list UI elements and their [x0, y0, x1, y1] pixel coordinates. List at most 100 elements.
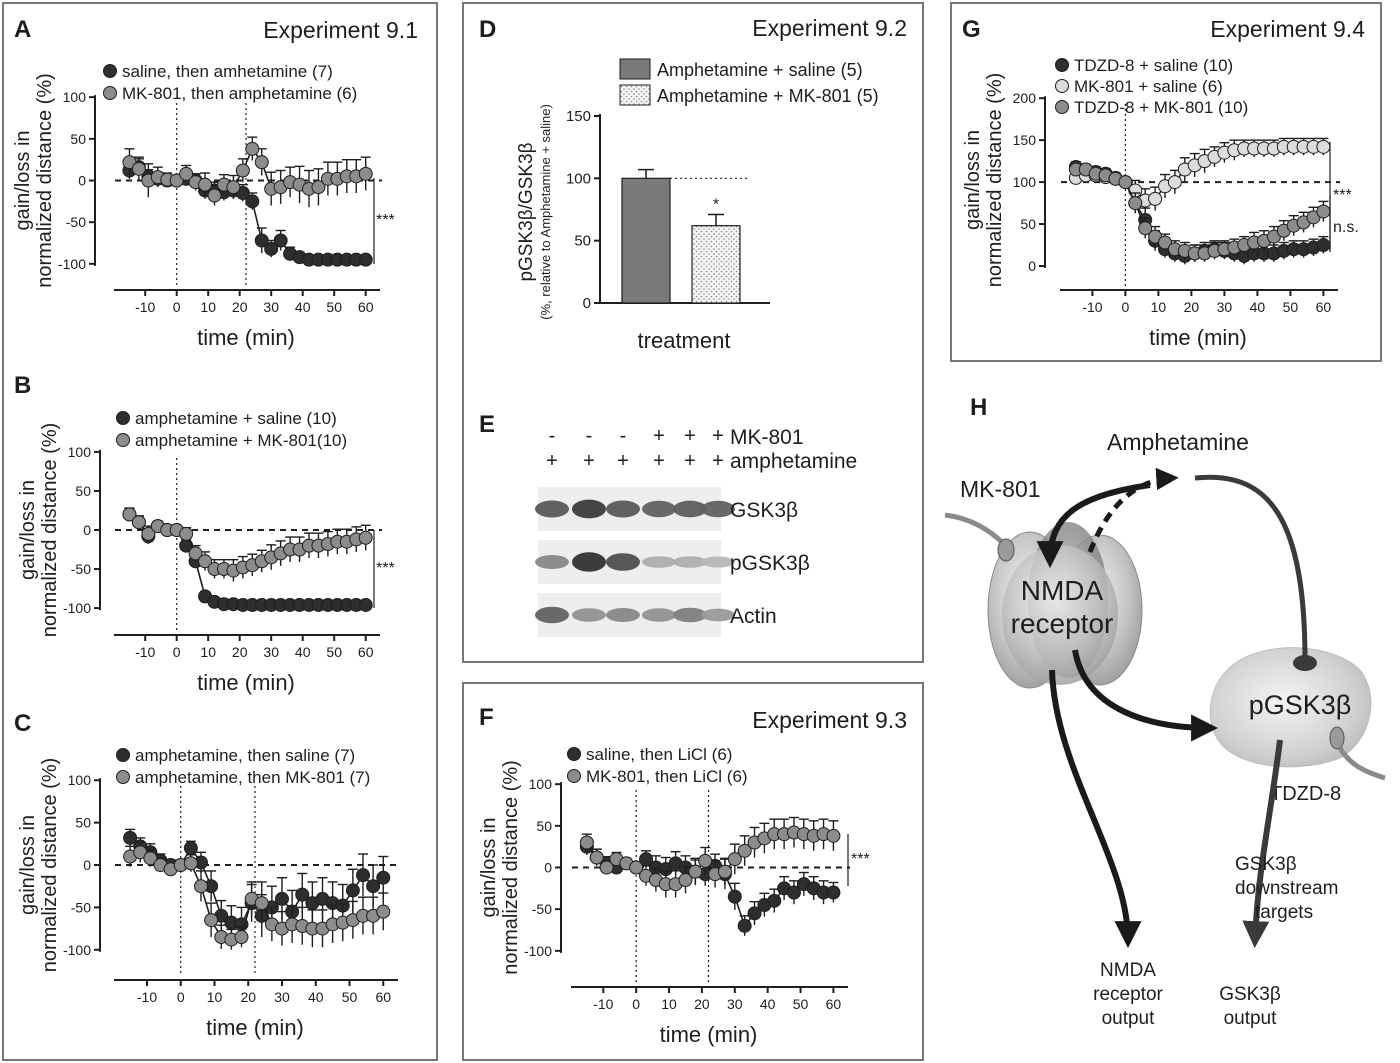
data-point — [235, 163, 250, 178]
data-point — [234, 930, 249, 945]
frame-f — [462, 682, 924, 1061]
data-point — [264, 241, 279, 256]
tdzd8-binding-site — [1329, 726, 1345, 750]
frame-abc — [2, 2, 438, 1061]
y-tick-label: 100 — [68, 772, 92, 788]
y-tick-label: 0 — [78, 173, 86, 189]
chart-title: Experiment 9.1 — [263, 17, 418, 43]
legend-label: amphetamine, then saline (7) — [135, 746, 355, 765]
gsk-downstream-line2: downstream — [1235, 878, 1339, 899]
nmda-label-line1: NMDA — [1021, 575, 1104, 606]
y-tick-label: 0 — [583, 295, 591, 312]
arrow-nmda-to-pgsk3b — [1072, 649, 1219, 742]
x-tick-label: 40 — [295, 644, 311, 660]
y-tick-label: 150 — [1013, 132, 1037, 148]
significance-label-ns: n.s. — [1333, 219, 1359, 236]
nmda-output-line3: output — [1102, 1008, 1156, 1029]
data-point — [143, 851, 158, 866]
blot-sign-mk801: + — [653, 425, 665, 447]
panel-letter-d: D — [479, 16, 496, 43]
x-tick-label: 50 — [326, 299, 342, 315]
x-axis-label: time (min) — [660, 1022, 758, 1047]
legend-marker — [116, 770, 130, 784]
data-point — [599, 860, 614, 875]
amphetamine-label: Amphetamine — [1107, 429, 1249, 455]
data-point — [131, 161, 146, 176]
legend-marker — [567, 747, 581, 761]
y-axis-label-line2: normalized distance (%) — [39, 758, 61, 973]
data-point — [358, 530, 373, 545]
data-point — [207, 188, 222, 203]
y-tick-label: 150 — [566, 108, 591, 125]
data-point — [183, 841, 198, 856]
data-point — [678, 873, 693, 887]
bar — [621, 177, 671, 304]
data-point — [179, 166, 194, 181]
blot-sign-amphetamine: + — [712, 450, 724, 472]
band-label-pgsk3b: pGSK3β — [730, 552, 810, 575]
arrow-nmda-to-output — [1049, 669, 1142, 949]
data-point — [1316, 139, 1331, 154]
data-point — [275, 891, 289, 906]
data-point — [1167, 175, 1182, 190]
x-tick-label: 50 — [326, 644, 342, 660]
blot-sign-mk801: + — [712, 425, 724, 447]
data-point — [295, 887, 310, 902]
blot-band — [606, 553, 640, 571]
data-point — [786, 885, 801, 900]
significance-label: *** — [376, 560, 395, 577]
blot-band — [701, 608, 735, 622]
blot-band — [642, 500, 676, 518]
data-point — [1158, 235, 1172, 250]
y-axis-label-line2: normalized distance (%) — [34, 73, 56, 288]
blot-band — [673, 500, 707, 518]
y-tick-label: 100 — [63, 89, 87, 105]
y-axis-label-line1: gain/loss in — [962, 130, 984, 230]
y-tick-label: 50 — [75, 483, 91, 499]
significance-label: * — [713, 196, 719, 213]
x-tick-label: 60 — [826, 996, 842, 1012]
y-tick-label: 50 — [536, 818, 552, 834]
tdzd8-label: TDZD-8 — [1270, 783, 1341, 805]
blot-band — [642, 608, 676, 622]
data-point — [826, 828, 841, 843]
y-tick-label: 0 — [83, 522, 91, 538]
data-point — [376, 870, 391, 885]
y-axis-sublabel: (%, relative to Amphetamine + saline) — [538, 104, 553, 320]
legend-label: saline, then amhetamine (7) — [122, 62, 333, 81]
legend-label: amphetamine + MK-801(10) — [135, 431, 347, 450]
x-tick-label: 40 — [760, 996, 776, 1012]
chart-panel-a: Experiment 9.1 saline, then amhetamine (7… — [12, 17, 418, 350]
x-tick-label: -10 — [135, 299, 155, 315]
y-axis-label-line2: normalized distance (%) — [984, 73, 1006, 288]
data-point — [188, 546, 203, 561]
legend-label: MK-801, then LiCl (6) — [586, 767, 748, 786]
y-tick-label: 100 — [566, 170, 591, 187]
data-point — [688, 864, 703, 879]
blot-band — [701, 556, 735, 568]
panel-letter-a: A — [14, 16, 31, 43]
blot-sign-amphetamine: + — [684, 450, 696, 472]
data-point — [198, 554, 213, 569]
panel-letter-g: G — [962, 16, 981, 43]
x-tick-label: 30 — [274, 989, 290, 1005]
x-tick-label: 30 — [1217, 299, 1233, 315]
data-point — [141, 526, 156, 541]
data-point — [1138, 221, 1153, 236]
x-tick-label: -10 — [137, 989, 157, 1005]
y-tick-label: 50 — [1020, 216, 1036, 232]
legend-label: amphetamine, then MK-801 (7) — [135, 768, 370, 787]
x-tick-label: 30 — [263, 644, 279, 660]
data-point — [579, 835, 594, 850]
data-point — [1118, 175, 1133, 190]
x-tick-label: 20 — [240, 989, 256, 1005]
x-tick-label: 0 — [632, 996, 640, 1012]
y-tick-label: 50 — [574, 233, 591, 250]
blot-sign-mk801: - — [620, 425, 627, 447]
nmda-output-line1: NMDA — [1100, 960, 1156, 981]
data-point — [123, 830, 138, 845]
x-tick-label: -10 — [135, 644, 155, 660]
legend-label: saline, then LiCl (6) — [586, 745, 732, 764]
legend-label-saline: Amphetamine + saline (5) — [657, 60, 863, 80]
x-axis-label: time (min) — [197, 670, 295, 695]
